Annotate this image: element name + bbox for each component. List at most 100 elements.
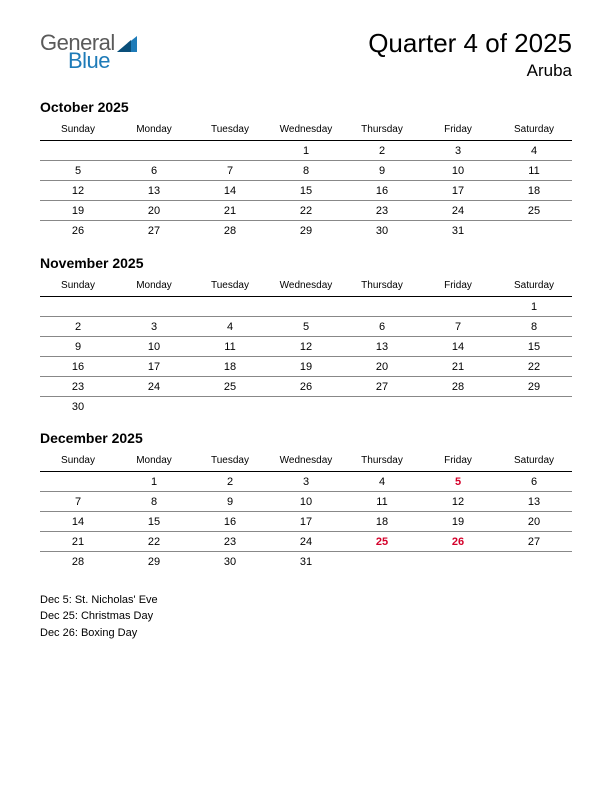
- calendar-table: SundayMondayTuesdayWednesdayThursdayFrid…: [40, 275, 572, 417]
- day-header: Tuesday: [192, 275, 268, 297]
- calendar-cell: 19: [268, 356, 344, 376]
- calendar-row: 78910111213: [40, 492, 572, 512]
- day-header: Thursday: [344, 119, 420, 141]
- calendar-cell: [496, 396, 572, 416]
- day-header: Wednesday: [268, 119, 344, 141]
- calendar-cell: 28: [40, 552, 116, 572]
- calendar-cell: 4: [344, 472, 420, 492]
- calendar-cell: 16: [192, 512, 268, 532]
- calendar-cell: [116, 141, 192, 161]
- calendar-cell: 1: [116, 472, 192, 492]
- calendar-row: 123456: [40, 472, 572, 492]
- calendar-cell: 4: [192, 316, 268, 336]
- calendar-row: 12131415161718: [40, 181, 572, 201]
- calendar-cell: 4: [496, 141, 572, 161]
- calendar-cell: 24: [268, 532, 344, 552]
- logo-text: General Blue: [40, 32, 115, 72]
- calendar-cell: [192, 141, 268, 161]
- calendar-cell: 24: [116, 376, 192, 396]
- calendar-cell: 6: [496, 472, 572, 492]
- calendar-cell: 5: [420, 472, 496, 492]
- title-block: Quarter 4 of 2025 Aruba: [368, 28, 572, 81]
- month-name: October 2025: [40, 99, 572, 115]
- calendar-cell: 31: [268, 552, 344, 572]
- day-header: Saturday: [496, 450, 572, 472]
- calendar-row: 262728293031: [40, 221, 572, 241]
- calendar-cell: 1: [268, 141, 344, 161]
- calendar-cell: 5: [40, 161, 116, 181]
- calendar-table: SundayMondayTuesdayWednesdayThursdayFrid…: [40, 119, 572, 241]
- calendar-cell: 25: [344, 532, 420, 552]
- calendar-cell: 26: [268, 376, 344, 396]
- calendar-cell: 13: [496, 492, 572, 512]
- calendar-cell: 22: [116, 532, 192, 552]
- calendar-cell: 11: [496, 161, 572, 181]
- calendar-cell: 20: [116, 201, 192, 221]
- logo: General Blue: [40, 28, 139, 72]
- calendar-table: SundayMondayTuesdayWednesdayThursdayFrid…: [40, 450, 572, 572]
- calendar-cell: 18: [192, 356, 268, 376]
- holiday-line: Dec 26: Boxing Day: [40, 625, 572, 642]
- day-header: Wednesday: [268, 450, 344, 472]
- calendar-cell: 31: [420, 221, 496, 241]
- calendar-cell: 15: [496, 336, 572, 356]
- page-title: Quarter 4 of 2025: [368, 28, 572, 59]
- calendar-cell: 23: [192, 532, 268, 552]
- calendar-cell: [192, 396, 268, 416]
- calendar-cell: 1: [496, 296, 572, 316]
- calendar-cell: 18: [496, 181, 572, 201]
- calendar-cell: [496, 552, 572, 572]
- calendar-cell: 21: [192, 201, 268, 221]
- calendar-cell: 25: [192, 376, 268, 396]
- calendar-cell: 3: [268, 472, 344, 492]
- calendar-cell: [268, 396, 344, 416]
- calendar-cell: [344, 552, 420, 572]
- calendar-cell: 9: [192, 492, 268, 512]
- day-header: Sunday: [40, 119, 116, 141]
- day-header: Monday: [116, 275, 192, 297]
- calendar-cell: 14: [420, 336, 496, 356]
- calendar-row: 19202122232425: [40, 201, 572, 221]
- calendar-row: 14151617181920: [40, 512, 572, 532]
- month-name: November 2025: [40, 255, 572, 271]
- calendar-cell: 21: [420, 356, 496, 376]
- calendar-cell: [420, 296, 496, 316]
- calendar-cell: 15: [268, 181, 344, 201]
- calendar-cell: 28: [420, 376, 496, 396]
- calendar-cell: [344, 396, 420, 416]
- calendar-cell: 3: [420, 141, 496, 161]
- calendar-cell: 26: [40, 221, 116, 241]
- day-header: Saturday: [496, 275, 572, 297]
- calendar-cell: 16: [40, 356, 116, 376]
- day-header: Friday: [420, 275, 496, 297]
- calendar-cell: [192, 296, 268, 316]
- calendar-row: 28293031: [40, 552, 572, 572]
- logo-triangle-icon: [117, 34, 139, 54]
- calendar-cell: 2: [344, 141, 420, 161]
- calendar-cell: 5: [268, 316, 344, 336]
- month-block: October 2025 SundayMondayTuesdayWednesday…: [40, 99, 572, 241]
- calendar-cell: 6: [116, 161, 192, 181]
- calendar-cell: 17: [268, 512, 344, 532]
- month-block: December 2025SundayMondayTuesdayWednesda…: [40, 430, 572, 572]
- calendar-cell: 6: [344, 316, 420, 336]
- calendar-cell: 24: [420, 201, 496, 221]
- calendar-row: 567891011: [40, 161, 572, 181]
- calendar-cell: 29: [496, 376, 572, 396]
- holiday-line: Dec 5: St. Nicholas' Eve: [40, 592, 572, 609]
- calendar-cell: 9: [40, 336, 116, 356]
- calendar-cell: 20: [496, 512, 572, 532]
- calendar-cell: 13: [344, 336, 420, 356]
- calendar-cell: 10: [420, 161, 496, 181]
- calendar-cell: 30: [192, 552, 268, 572]
- calendar-cell: 11: [344, 492, 420, 512]
- calendar-cell: 21: [40, 532, 116, 552]
- calendar-cell: [40, 472, 116, 492]
- day-header: Thursday: [344, 275, 420, 297]
- calendar-cell: 12: [420, 492, 496, 512]
- calendar-cell: 3: [116, 316, 192, 336]
- day-header: Sunday: [40, 450, 116, 472]
- calendar-cell: 12: [40, 181, 116, 201]
- calendar-row: 2345678: [40, 316, 572, 336]
- calendar-cell: 30: [40, 396, 116, 416]
